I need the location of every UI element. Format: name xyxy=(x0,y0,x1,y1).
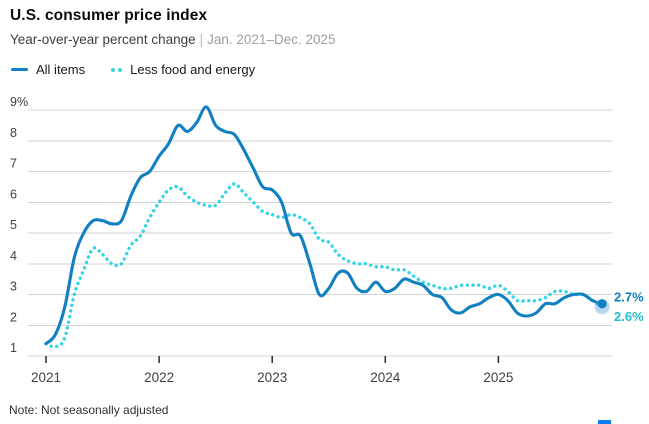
subtitle-separator: | xyxy=(199,32,204,47)
y-tick-label-2: 2 xyxy=(10,310,17,324)
y-tick-label-8: 8 xyxy=(10,126,17,140)
end-label-core: 2.6% xyxy=(614,309,644,324)
chart-legend: All items Less food and energy xyxy=(11,62,255,77)
y-tick-label-3: 3 xyxy=(10,280,17,294)
footnote: Note: Not seasonally adjusted xyxy=(9,403,169,417)
subtitle-date-range: Jan. 2021–Dec. 2025 xyxy=(207,32,336,47)
solid-line-swatch-icon xyxy=(11,67,28,72)
x-tick-label-2025: 2025 xyxy=(483,370,513,385)
dotted-line-swatch-icon xyxy=(111,67,123,72)
legend-item-all-items: All items xyxy=(11,62,85,77)
x-tick-label-2023: 2023 xyxy=(257,370,287,385)
chart-title: U.S. consumer price index xyxy=(10,7,208,24)
y-tick-label-4: 4 xyxy=(10,249,17,263)
x-tick-label-2021: 2021 xyxy=(31,370,61,385)
y-tick-label-6: 6 xyxy=(10,187,17,201)
y-tick-label-5: 5 xyxy=(10,218,17,232)
x-tick-label-2024: 2024 xyxy=(370,370,401,385)
brand-mark xyxy=(598,420,611,424)
series-line-core xyxy=(44,182,604,349)
chart-header: U.S. consumer price index Year-over-year… xyxy=(10,7,336,47)
y-tick-label-1: 1 xyxy=(10,341,17,355)
legend-label-all-items: All items xyxy=(36,62,86,77)
legend-label-core: Less food and energy xyxy=(130,62,256,77)
end-label-all-items: 2.7% xyxy=(614,290,644,305)
x-tick-label-2022: 2022 xyxy=(144,370,174,385)
chart-subtitle: Year-over-year percent change | Jan. 2021–… xyxy=(10,32,336,47)
series-line-all-items xyxy=(44,105,604,346)
legend-item-core: Less food and energy xyxy=(111,62,255,77)
subtitle-measure: Year-over-year percent change xyxy=(10,32,196,47)
end-dot xyxy=(597,299,607,309)
y-tick-label-9: 9% xyxy=(10,95,28,109)
y-tick-label-7: 7 xyxy=(10,157,17,171)
